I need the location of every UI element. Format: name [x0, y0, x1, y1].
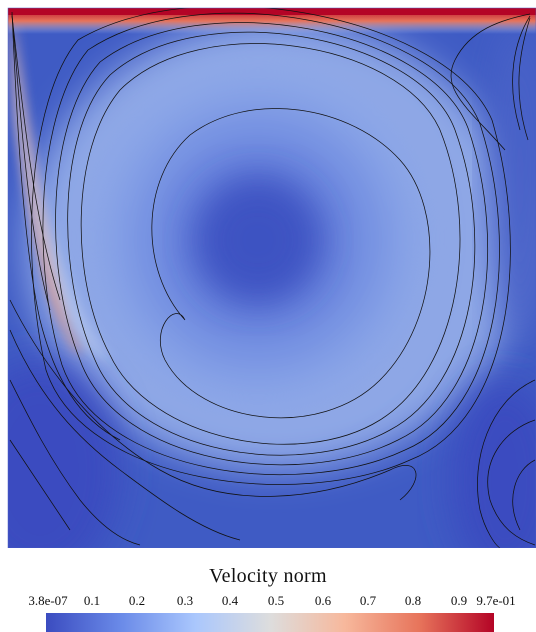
bottom-left-eddy-1 [9, 299, 417, 501]
colorbar-tick-label: 0.5 [267, 593, 285, 608]
streamline-1 [80, 43, 461, 445]
bottom-right-corner-dark [450, 380, 536, 548]
right-upper-line-1 [450, 13, 531, 151]
bottom-left-eddy-3 [9, 379, 141, 546]
streamline-2 [67, 31, 476, 456]
colorbar-tick-label: 0.3 [176, 593, 194, 608]
colorbar-tick-label: 0.8 [404, 593, 422, 608]
colorbar-title: Velocity norm [209, 565, 327, 587]
vortex-center [198, 180, 318, 300]
bottom-left-eddy-4 [9, 439, 71, 531]
colorbar-tick-label: 0.2 [128, 593, 146, 608]
bottom-right-eddy-3 [477, 379, 536, 548]
bottom-right-eddy-2 [512, 459, 536, 531]
colorbar [46, 613, 494, 632]
colorbar-tick-labels: 3.8e-07 0.1 0.2 0.3 0.4 0.5 0.6 0.7 0.8 … [0, 593, 536, 611]
colorbar-tick-label: 3.8e-07 [28, 593, 68, 608]
colorbar-tick-label: 9.7e-01 [476, 593, 516, 608]
streamlines [9, 8, 536, 548]
streamline-4 [42, 12, 500, 476]
bottom-left-corner-dark [8, 360, 120, 548]
left-wall-line-1 [11, 11, 121, 441]
bottom-right-eddy-1 [487, 419, 536, 546]
streamline-3 [55, 22, 488, 466]
colorbar-tick-label: 0.4 [221, 593, 239, 608]
streamline-core [151, 108, 431, 419]
plot-frame [7, 7, 536, 548]
left-wall-line-2 [11, 13, 51, 311]
right-upper-line-2 [512, 15, 531, 131]
right-wall-dark [490, 20, 536, 340]
velocity-field-plot [7, 7, 536, 548]
lid-top [8, 8, 536, 15]
bottom-left-eddy-2 [9, 329, 241, 541]
colorbar-tick-label: 0.7 [359, 593, 377, 608]
streamline-5 [31, 8, 511, 485]
right-upper-line-3 [518, 17, 531, 141]
colorbar-tick-label: 0.1 [83, 593, 101, 608]
colorbar-tick-label: 0.9 [450, 593, 468, 608]
left-wall-jet-glow [10, 10, 110, 360]
colorbar-tick-label: 0.6 [314, 593, 332, 608]
left-wall-line-3 [11, 15, 61, 301]
